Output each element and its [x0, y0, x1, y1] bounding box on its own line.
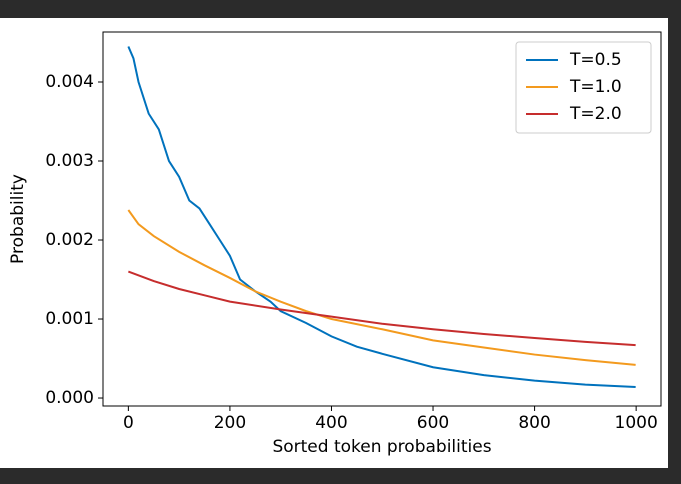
x-tick-label: 200	[214, 413, 246, 433]
x-tick-label: 1000	[615, 413, 658, 433]
y-tick-label: 0.000	[45, 388, 94, 408]
legend-box	[515, 41, 652, 134]
legend-label: T=0.5	[569, 50, 622, 70]
y-tick-label: 0.002	[45, 230, 94, 250]
y-tick-label: 0.001	[45, 309, 94, 329]
line	[127, 209, 636, 366]
line	[128, 270, 636, 347]
y-axis-label: Probability	[8, 174, 28, 264]
legend-label: T=2.0	[569, 104, 622, 124]
x-tick-label: 400	[315, 413, 347, 433]
legend-label: T=1.0	[569, 77, 622, 97]
x-tick-label: 800	[518, 413, 550, 433]
y-tick-label: 0.003	[45, 151, 94, 171]
x-axis-label: Sorted token probabilities	[272, 437, 491, 457]
plot-frame	[102, 31, 662, 407]
line	[127, 46, 636, 388]
y-tick-label: 0.004	[45, 72, 94, 92]
x-tick-label: 0	[123, 413, 134, 433]
x-tick-label: 600	[417, 413, 449, 433]
